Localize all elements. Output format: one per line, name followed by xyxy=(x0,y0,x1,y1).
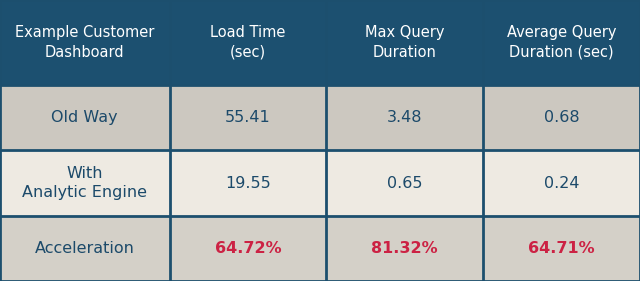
Bar xyxy=(0,150,170,216)
Text: Old Way: Old Way xyxy=(51,110,118,125)
Bar xyxy=(0,0,170,85)
Text: 0.24: 0.24 xyxy=(544,176,579,191)
Bar xyxy=(483,150,640,216)
Bar xyxy=(483,0,640,85)
Bar xyxy=(0,85,170,150)
Text: 0.65: 0.65 xyxy=(387,176,422,191)
Text: Max Query
Duration: Max Query Duration xyxy=(365,25,445,60)
Bar xyxy=(326,150,483,216)
Text: 81.32%: 81.32% xyxy=(371,241,438,256)
Text: 0.68: 0.68 xyxy=(544,110,579,125)
Text: Example Customer
Dashboard: Example Customer Dashboard xyxy=(15,25,154,60)
Bar xyxy=(483,85,640,150)
Bar xyxy=(326,0,483,85)
Text: 19.55: 19.55 xyxy=(225,176,271,191)
Bar xyxy=(483,216,640,281)
Text: 3.48: 3.48 xyxy=(387,110,422,125)
Text: 55.41: 55.41 xyxy=(225,110,271,125)
Bar xyxy=(170,216,326,281)
Text: 64.71%: 64.71% xyxy=(528,241,595,256)
Bar xyxy=(170,0,326,85)
Bar xyxy=(170,150,326,216)
Bar xyxy=(0,216,170,281)
Text: 64.72%: 64.72% xyxy=(214,241,282,256)
Text: Average Query
Duration (sec): Average Query Duration (sec) xyxy=(507,25,616,60)
Bar xyxy=(326,85,483,150)
Bar xyxy=(326,216,483,281)
Text: Acceleration: Acceleration xyxy=(35,241,135,256)
Bar xyxy=(170,85,326,150)
Text: Load Time
(sec): Load Time (sec) xyxy=(211,25,285,60)
Text: With
Analytic Engine: With Analytic Engine xyxy=(22,166,147,200)
